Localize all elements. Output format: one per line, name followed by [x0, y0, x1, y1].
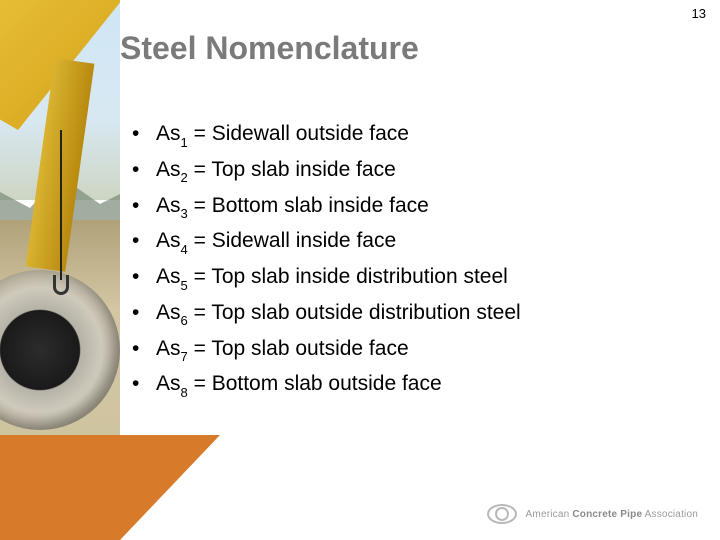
- list-item: • As2 = Top slab inside face: [132, 156, 672, 186]
- footer-logo: American Concrete Pipe Association: [486, 502, 698, 526]
- list-item: • As1 = Sidewall outside face: [132, 120, 672, 150]
- logo-icon: [486, 502, 518, 526]
- accent-triangle: [120, 435, 220, 540]
- bullet-text: As3 = Bottom slab inside face: [156, 192, 429, 222]
- bullet-text: As8 = Bottom slab outside face: [156, 370, 442, 400]
- list-item: • As5 = Top slab inside distribution ste…: [132, 263, 672, 293]
- bullet-marker: •: [132, 370, 156, 398]
- bullet-text: As2 = Top slab inside face: [156, 156, 396, 186]
- hook-icon: [53, 275, 69, 295]
- bullet-text: As6 = Top slab outside distribution stee…: [156, 299, 521, 329]
- bullet-text: As1 = Sidewall outside face: [156, 120, 409, 150]
- accent-bar: [0, 435, 120, 540]
- list-item: • As6 = Top slab outside distribution st…: [132, 299, 672, 329]
- footer-org-name: American Concrete Pipe Association: [526, 509, 698, 520]
- list-item: • As7 = Top slab outside face: [132, 335, 672, 365]
- bullet-marker: •: [132, 335, 156, 363]
- list-item: • As3 = Bottom slab inside face: [132, 192, 672, 222]
- hook-cable-icon: [60, 130, 62, 280]
- bullet-marker: •: [132, 299, 156, 327]
- bullet-marker: •: [132, 192, 156, 220]
- bullet-text: As7 = Top slab outside face: [156, 335, 409, 365]
- list-item: • As8 = Bottom slab outside face: [132, 370, 672, 400]
- bullet-marker: •: [132, 227, 156, 255]
- bullet-text: As4 = Sidewall inside face: [156, 227, 396, 257]
- bullet-marker: •: [132, 156, 156, 184]
- slide-title: Steel Nomenclature: [120, 30, 419, 67]
- bullet-marker: •: [132, 263, 156, 291]
- list-item: • As4 = Sidewall inside face: [132, 227, 672, 257]
- bullet-marker: •: [132, 120, 156, 148]
- bullet-text: As5 = Top slab inside distribution steel: [156, 263, 508, 293]
- page-number: 13: [692, 6, 706, 21]
- decorative-photo-strip: [0, 0, 120, 440]
- bullet-list: • As1 = Sidewall outside face • As2 = To…: [132, 120, 672, 406]
- slide: 13 Steel Nomenclature • As1 = Sidewall o…: [0, 0, 720, 540]
